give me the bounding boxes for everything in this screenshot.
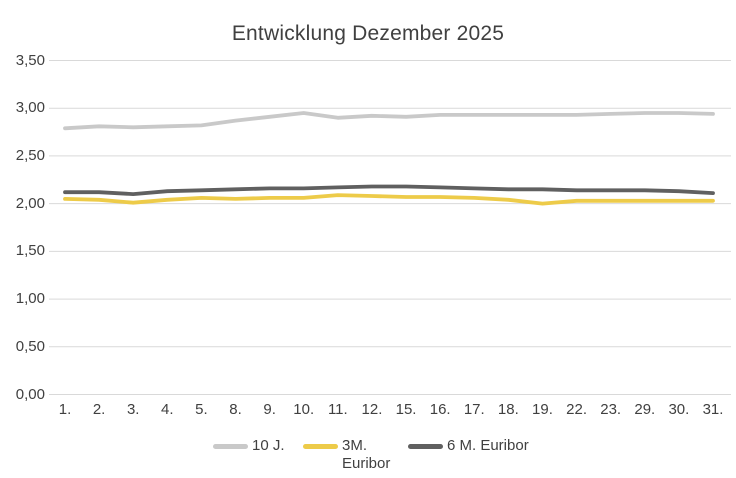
x-axis-tick-label: 31. — [702, 401, 724, 418]
x-axis-tick-label: 8. — [229, 401, 242, 418]
y-axis-tick-label: 1,00 — [15, 290, 45, 308]
x-axis-tick-label: 23. — [600, 401, 622, 418]
x-axis-tick-label: 2. — [92, 401, 106, 418]
x-axis-tick-label: 4. — [161, 401, 174, 418]
y-axis-tick-label: 1,50 — [15, 242, 45, 260]
legend-label-3m-euribor: 3M. Euribor — [342, 437, 391, 472]
y-axis-tick-label: 3,50 — [15, 51, 45, 69]
x-axis-tick-label: 1. — [58, 401, 72, 418]
legend-swatch-6m-euribor — [408, 444, 443, 449]
x-axis-tick-label: 30. — [668, 401, 690, 418]
legend-label-10j: 10 J. — [252, 437, 285, 454]
series-line-0 — [63, 111, 715, 131]
legend-item-3m-euribor: 3M. Euribor — [303, 437, 394, 473]
legend-label-6m-euribor: 6 M. Euribor — [447, 437, 529, 454]
x-axis-tick-label: 5. — [195, 401, 208, 418]
y-axis-tick-label: 3,00 — [15, 99, 45, 117]
y-axis-labels: 3,50 3,00 2,50 2,00 1,50 1,00 0,50 0,00 — [0, 0, 45, 478]
legend-item-6m-euribor: 6 M. Euribor — [408, 437, 529, 455]
legend: 10 J. 3M. Euribor 6 M. Euribor — [0, 437, 736, 477]
y-axis-tick-label: 2,50 — [15, 146, 45, 164]
x-axis-tick-label: 18. — [497, 401, 519, 418]
x-axis-tick-label: 11. — [327, 401, 348, 418]
legend-swatch-10j — [213, 444, 248, 449]
y-axis-tick-label: 0,50 — [15, 337, 45, 355]
x-axis-tick-label: 10. — [293, 401, 315, 418]
legend-item-10j: 10 J. — [213, 437, 285, 455]
legend-swatch-3m-euribor — [303, 444, 338, 449]
y-axis-tick-label: 2,00 — [15, 194, 45, 212]
x-axis-tick-label: 3. — [126, 401, 140, 418]
series-line-2 — [63, 184, 715, 197]
x-axis-tick-label: 17. — [463, 401, 485, 418]
y-axis-tick-label: 0,00 — [15, 385, 45, 403]
x-axis-labels: 1. 2. 3. 4. 5. 8. 9. 10. 11. 12. 15. 16. 17. 18. 19. 22… — [0, 401, 736, 421]
chart-title: Entwicklung Dezember 2025 — [231, 22, 505, 45]
x-axis-tick-label: 29. — [634, 401, 656, 418]
x-axis-tick-label: 19. — [532, 401, 553, 418]
x-axis-tick-label: 22. — [566, 401, 588, 418]
x-axis-tick-label: 9. — [263, 401, 276, 418]
x-axis-tick-label: 12. — [361, 401, 383, 418]
series-line-1 — [63, 193, 715, 206]
x-axis-tick-label: 16. — [429, 401, 451, 418]
x-axis-tick-label: 15. — [395, 401, 417, 418]
